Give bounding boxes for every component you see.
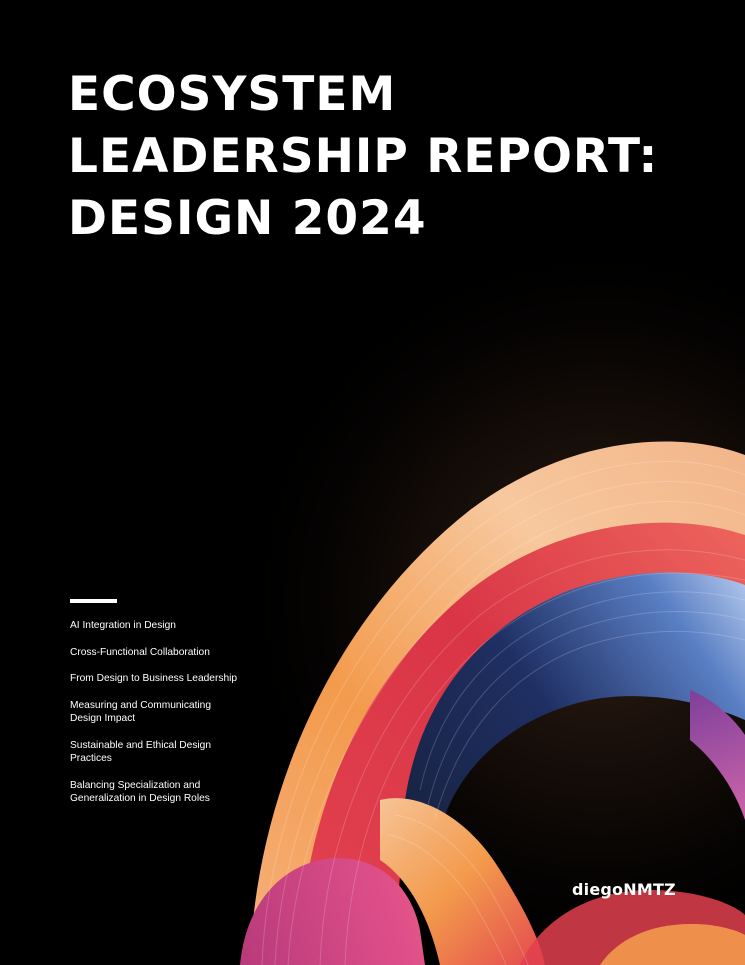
topic-item: Cross-Functional Collaboration: [70, 646, 210, 658]
title-line: ECOSYSTEM: [68, 67, 397, 122]
topic-item: From Design to Business Leadership: [70, 673, 238, 684]
title-line: DESIGN 2024: [68, 191, 427, 246]
topic-item: Measuring and Communicating Design Impac…: [70, 699, 211, 725]
topic-item: Balancing Specialization and Generalizat…: [70, 779, 210, 805]
title-line: LEADERSHIP REPORT:: [68, 129, 659, 184]
topic-item: AI Integration in Design: [70, 620, 176, 631]
topic-list: AI Integration in Design Cross-Functiona…: [70, 619, 245, 819]
topic-item: Sustainable and Ethical Design Practices: [70, 739, 212, 765]
section-divider: [70, 599, 117, 603]
report-title: ECOSYSTEM LEADERSHIP REPORT: DESIGN 2024: [68, 64, 728, 250]
brand-logo: diegoNMTZ: [572, 880, 676, 899]
